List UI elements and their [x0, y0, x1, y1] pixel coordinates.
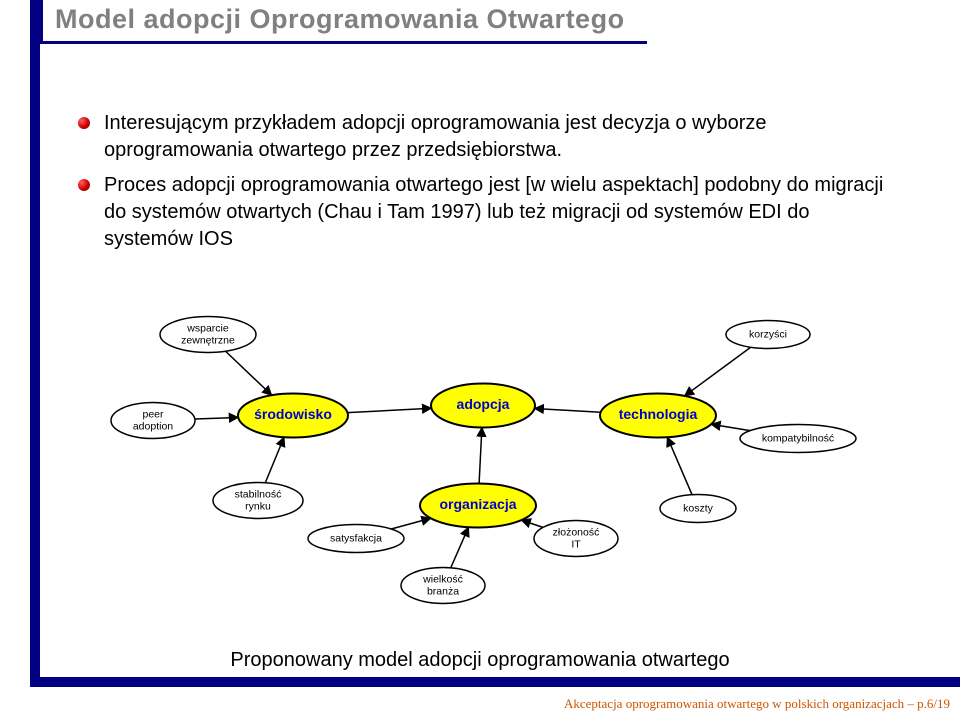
svg-text:koszty: koszty: [683, 502, 714, 514]
bullet-item: Proces adopcji oprogramowania otwartego …: [78, 172, 890, 253]
svg-text:IT: IT: [571, 538, 581, 550]
svg-text:wielkość: wielkość: [422, 573, 463, 585]
slide-footer: Akceptacja oprogramowania otwartego w po…: [40, 696, 950, 712]
content-area: Interesującym przykładem adopcji oprogra…: [78, 110, 890, 261]
svg-text:organizacja: organizacja: [439, 496, 516, 512]
svg-text:adopcja: adopcja: [457, 396, 510, 412]
bullet-icon: [78, 117, 90, 129]
svg-text:rynku: rynku: [245, 500, 271, 512]
svg-text:stabilność: stabilność: [235, 488, 282, 500]
diagram-svg: wsparciezewnętrzne peeradoption stabilność…: [78, 308, 898, 618]
svg-text:branża: branża: [427, 585, 459, 597]
bullet-icon: [78, 179, 90, 191]
svg-text:zewnętrzne: zewnętrzne: [181, 334, 235, 346]
diagram-caption: Proponowany model adopcji oprogramowania…: [0, 649, 960, 672]
svg-text:adoption: adoption: [133, 420, 173, 432]
svg-text:złożoność: złożoność: [553, 526, 600, 538]
svg-text:środowisko: środowisko: [254, 406, 332, 422]
adoption-diagram: wsparciezewnętrzne peeradoption stabilność…: [78, 308, 898, 618]
title-box: Model adopcji Oprogramowania Otwartego: [40, 0, 647, 44]
svg-text:kompatybilność: kompatybilność: [762, 432, 834, 444]
svg-text:satysfakcja: satysfakcja: [330, 532, 382, 544]
svg-text:technologia: technologia: [619, 406, 698, 422]
svg-text:korzyści: korzyści: [749, 328, 787, 340]
svg-text:peer: peer: [142, 408, 164, 420]
slide-title: Model adopcji Oprogramowania Otwartego: [55, 4, 625, 35]
bullet-item: Interesującym przykładem adopcji oprogra…: [78, 110, 890, 164]
bullet-text: Interesującym przykładem adopcji oprogra…: [104, 110, 890, 164]
svg-text:wsparcie: wsparcie: [186, 322, 229, 334]
bullet-text: Proces adopcji oprogramowania otwartego …: [104, 172, 890, 253]
